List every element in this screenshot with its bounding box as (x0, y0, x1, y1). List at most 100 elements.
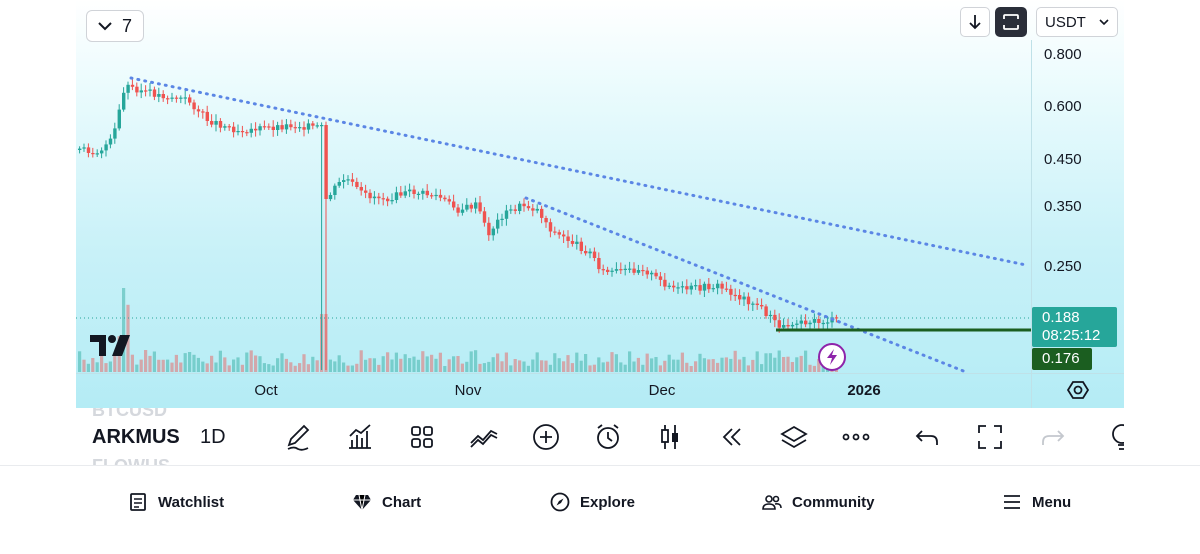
volume-bar (579, 360, 583, 372)
candle-body (315, 125, 319, 127)
nav-community[interactable]: Community (762, 490, 875, 514)
volume-bar (421, 351, 425, 372)
replay-button[interactable] (716, 421, 748, 453)
upper-trendline[interactable] (129, 76, 1028, 267)
indicators-button[interactable] (344, 421, 376, 453)
flash-icon[interactable] (818, 343, 846, 371)
volume-bar (610, 352, 614, 372)
redo-button[interactable] (1036, 421, 1068, 453)
candle-body (570, 241, 575, 244)
candle-body (768, 314, 773, 317)
volume-bar (438, 352, 442, 372)
volume-bar (276, 358, 280, 372)
candle-body (355, 181, 359, 187)
lower-trendline[interactable] (524, 196, 968, 374)
alert-button[interactable] (592, 421, 624, 453)
candle-body (496, 219, 500, 229)
candle-body (346, 179, 350, 181)
candle-body (548, 222, 553, 232)
volume-bar (711, 359, 715, 372)
fullscreen-button[interactable] (974, 421, 1006, 453)
last-price-tag: 0.188 08:25:12 (1032, 307, 1117, 347)
candle-body (456, 207, 460, 213)
candle-body (465, 204, 469, 210)
candle-body (782, 325, 786, 328)
candle-body (826, 322, 830, 324)
candle-body (680, 286, 685, 288)
candle-body (179, 97, 183, 99)
templates-button[interactable] (406, 421, 438, 453)
volume-bar (280, 353, 284, 372)
nav-menu[interactable]: Menu (1002, 490, 1071, 514)
volume-bar (86, 363, 90, 372)
autoscale-button[interactable] (995, 7, 1027, 37)
menu-icon (1004, 495, 1020, 509)
candle-body (174, 97, 179, 99)
candle-body (425, 190, 429, 196)
scroll-to-latest-button[interactable] (960, 7, 990, 37)
interval-button[interactable]: 7 (86, 10, 144, 42)
draw-tool-button[interactable] (282, 421, 314, 453)
volume-bar (258, 356, 262, 372)
candle-body (632, 268, 636, 273)
volume-bar (267, 364, 271, 372)
nav-explore[interactable]: Explore (550, 490, 635, 514)
candle-body (667, 285, 671, 287)
candle-body (738, 295, 742, 300)
volume-bar (104, 363, 108, 372)
ideas-button[interactable] (1106, 421, 1124, 453)
volume-bar (108, 361, 112, 372)
volume-bar (412, 356, 416, 372)
nav-chart[interactable]: Chart (352, 490, 421, 514)
undo-button[interactable] (912, 421, 944, 453)
autoscale-icon (1003, 14, 1019, 30)
candle-body (685, 286, 689, 290)
candlestick-chart[interactable] (76, 0, 1124, 408)
candle-body (144, 90, 148, 92)
volume-bar (562, 361, 566, 372)
layers-button[interactable] (778, 421, 810, 453)
volume-bar (447, 359, 451, 372)
candle-body (562, 234, 566, 237)
volume-bar (584, 354, 588, 372)
nav-menu-label: Menu (1032, 493, 1072, 511)
candle-body (553, 231, 557, 233)
price-axis-divider (1031, 40, 1032, 408)
fullscreen-icon (978, 425, 1002, 449)
volume-bar (245, 352, 249, 372)
candle-body (328, 195, 333, 200)
timeframe-button[interactable]: 1D (200, 426, 226, 448)
settings-icon[interactable] (1066, 378, 1090, 402)
volume-bar (544, 360, 548, 372)
candle-body (236, 131, 240, 133)
volume-bar (240, 364, 244, 372)
volume-bar (469, 351, 473, 372)
more-button[interactable] (840, 421, 872, 453)
candle-body (654, 272, 658, 277)
volume-bar (557, 358, 561, 372)
chart-panel[interactable]: 7 USDT 0.800 0.600 0.450 0.350 0.250 0.1… (76, 0, 1124, 408)
volume-bar (399, 358, 403, 372)
currency-select[interactable]: USDT (1036, 7, 1118, 37)
ghost-symbol-above[interactable]: BTCUSD (92, 408, 167, 420)
compare-button[interactable] (468, 421, 500, 453)
chevron-down-icon (1099, 18, 1109, 25)
nav-explore-label: Explore (580, 493, 636, 511)
ghost-symbol-below[interactable]: FLOWUS (92, 456, 170, 465)
candle-body (694, 285, 698, 287)
symbol-label[interactable]: ARKMUS (92, 426, 180, 448)
candle-body (438, 194, 443, 198)
volume-bar (680, 352, 684, 372)
last-price-value: 0.188 (1042, 309, 1080, 326)
candle-body (412, 189, 416, 194)
nav-watchlist[interactable]: Watchlist (128, 490, 224, 514)
candle-body (689, 285, 693, 290)
volume-bar (777, 350, 781, 372)
volume-bar (817, 358, 821, 372)
volume-bar (632, 361, 636, 372)
candle-body (214, 121, 218, 125)
volume-bar (518, 360, 522, 372)
volume-bar (416, 359, 420, 372)
chart-type-button[interactable] (654, 421, 686, 453)
add-button[interactable] (530, 421, 562, 453)
